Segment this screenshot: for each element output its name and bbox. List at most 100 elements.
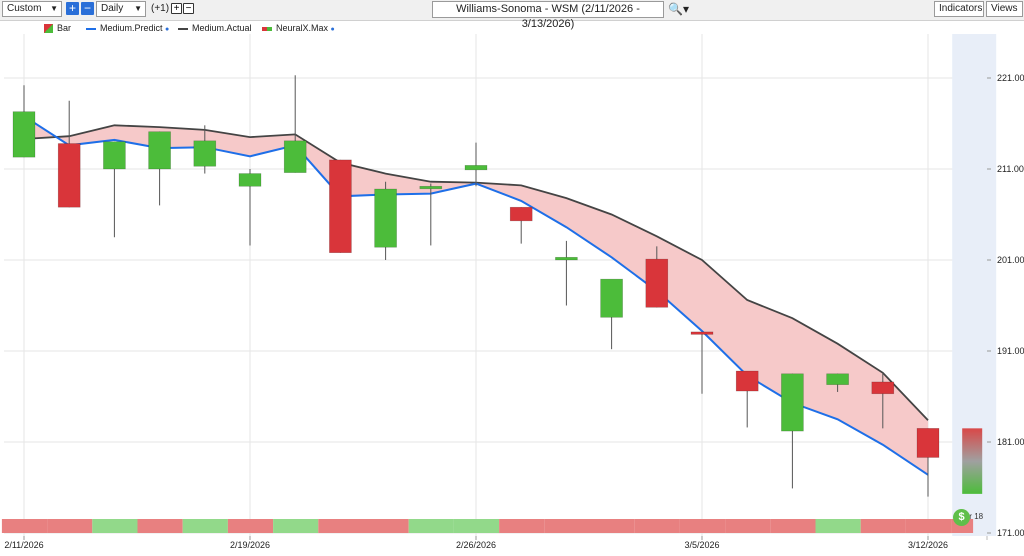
toolbar: Custom ▼ + − Daily ▼ (+1) + − Williams-S… [0,0,1024,30]
candle-body [57,143,81,208]
candle[interactable] [781,373,804,489]
direction-strip-cell [92,519,138,533]
direction-strip-cell [499,519,545,533]
y-tick-label: 191.00 [997,346,1024,356]
candle[interactable] [329,159,352,254]
direction-strip-cell [589,519,635,533]
candle[interactable] [57,100,81,208]
candle[interactable] [600,278,623,350]
x-tick-label: 3/12/2026 [908,540,948,550]
candle-body [103,141,126,170]
interval-select[interactable]: Daily ▼ [96,1,146,17]
direction-strip-cell [860,519,906,533]
y-tick-label: 221.00 [997,73,1024,83]
zoom-out-button[interactable]: − [81,2,94,15]
direction-strip-cell [182,519,228,533]
candle-body [374,188,397,248]
candle[interactable] [12,85,36,158]
candle-body [329,159,352,254]
legend-label: Medium.Predict [100,23,163,33]
candle-body [735,370,759,392]
dollar-icon[interactable]: $ [953,509,970,526]
candle[interactable] [690,331,714,394]
candle[interactable] [555,240,578,306]
range-select[interactable]: Custom ▼ [2,1,62,17]
legend-item-actual[interactable]: Medium.Actual [178,23,252,33]
direction-strip-cell [679,519,726,533]
candle-body [871,381,895,395]
offset-minus-button[interactable]: − [183,3,194,14]
search-icon[interactable]: 🔍▾ [668,2,689,16]
candle-body [781,373,804,432]
views-button[interactable]: Views [986,1,1023,17]
candle[interactable] [871,373,895,429]
direction-strip-cell [770,519,816,533]
legend-item-bar[interactable]: Bar [44,23,72,34]
candle[interactable] [916,428,940,497]
candle[interactable] [238,169,262,246]
direction-strip-cell [137,519,183,533]
candle[interactable] [464,142,488,187]
direction-strip-cell [227,519,274,533]
candle[interactable] [419,183,443,246]
candle-body [12,111,36,158]
candle[interactable] [374,181,397,260]
bar-swatch [44,24,53,34]
chevron-down-icon: ▼ [134,4,142,13]
y-tick-label: 181.00 [997,437,1024,447]
indicators-button[interactable]: Indicators [934,1,984,17]
direction-strip-cell [318,519,364,533]
forecast-date-label: Mar 18 [958,512,983,521]
legend-item-predict[interactable]: Medium.Predict ● [86,23,169,33]
legend-label: NeuralX.Max [276,23,329,33]
direction-strip-cell [273,519,319,533]
predict-swatch [86,27,96,30]
chevron-down-icon: ▼ [50,4,58,13]
neuralx-swatch [262,26,272,31]
candle-body [916,428,940,458]
candle[interactable] [148,131,171,206]
y-tick-label: 201.00 [997,255,1024,265]
candle[interactable] [193,125,217,174]
candle[interactable] [826,373,849,392]
candle-body [193,140,217,167]
symbol-title: Williams-Sonoma - WSM (2/11/2026 - 3/13/… [456,3,640,30]
candle-body [283,140,307,173]
candle[interactable] [735,370,759,428]
candle-body [555,256,578,261]
candle-body [826,373,849,385]
offset-label: (+1) [151,3,170,14]
candle-body [419,185,443,190]
x-tick-label: 2/26/2026 [456,540,496,550]
y-tick-label: 211.00 [997,164,1024,174]
direction-strip-cell [905,519,952,533]
symbol-title-field[interactable]: Williams-Sonoma - WSM (2/11/2026 - 3/13/… [432,1,664,30]
legend-item-neuralx[interactable]: NeuralX.Max ● [262,23,335,33]
candle[interactable] [509,206,533,244]
direction-strip-cell [725,519,771,533]
x-tick-label: 2/19/2026 [230,540,270,550]
interval-select-value: Daily [101,3,124,14]
offset-plus-button[interactable]: + [171,3,182,14]
legend-label: Bar [57,23,72,33]
direction-strip-cell [363,519,409,533]
candle[interactable] [103,141,126,238]
candle-body [645,258,669,308]
direction-strip-cell [1,519,48,533]
x-tick-label: 3/5/2026 [684,540,719,550]
candle-body [509,206,533,222]
x-tick-label: 2/11/2026 [4,540,43,550]
direction-strip-cell [815,519,861,533]
views-label: Views [991,3,1018,14]
direction-strip-cell [408,519,454,533]
candle[interactable] [645,246,669,308]
range-select-value: Custom [7,3,42,14]
direction-strip-cell [47,519,93,533]
forecast-bar [962,428,983,494]
actual-swatch [178,27,188,30]
candle[interactable] [283,75,307,173]
candle-body [690,331,714,335]
direction-strip-cell [453,519,500,533]
zoom-in-button[interactable]: + [66,2,79,15]
